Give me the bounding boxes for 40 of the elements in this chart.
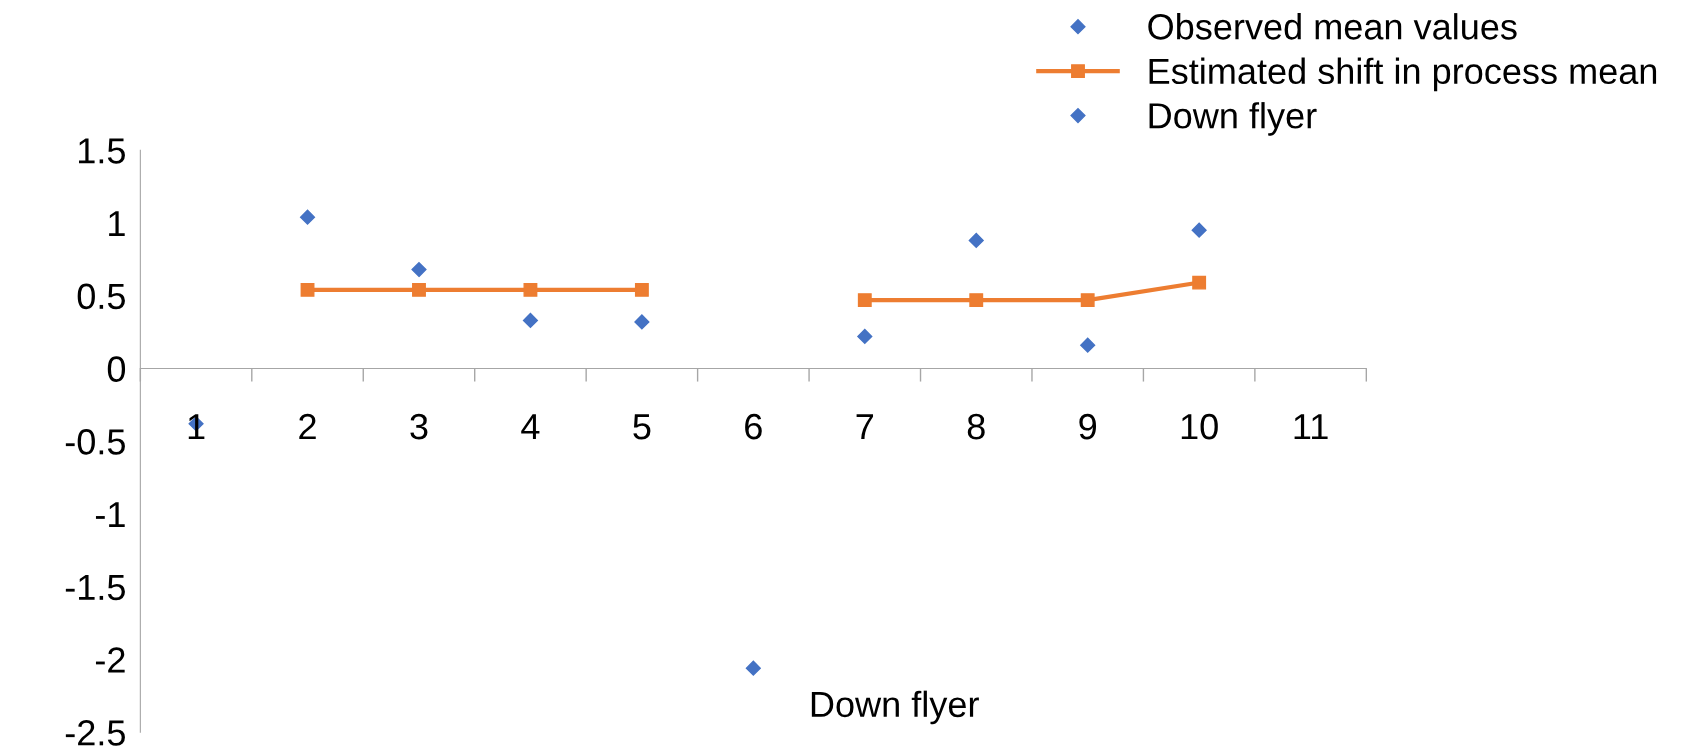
x-tick-label: 2 bbox=[299, 413, 316, 440]
point bbox=[857, 328, 873, 345]
x-tick-label: 9 bbox=[1079, 413, 1097, 440]
point bbox=[634, 282, 649, 297]
point bbox=[522, 312, 539, 329]
y-tick-label: 0.5 bbox=[77, 283, 125, 310]
x-tick-label: 8 bbox=[967, 413, 985, 440]
annotation: Down flyer bbox=[811, 690, 979, 725]
x-tick-label: 5 bbox=[633, 414, 651, 440]
x-tick-label: 7 bbox=[856, 414, 874, 440]
x-tick-label: 10 bbox=[1181, 413, 1218, 440]
y-tick-label: -1 bbox=[95, 502, 125, 528]
point bbox=[412, 282, 426, 297]
point bbox=[968, 232, 984, 248]
y-tick-label: -0.5 bbox=[65, 429, 125, 455]
point bbox=[969, 293, 984, 308]
point bbox=[299, 209, 316, 225]
point bbox=[745, 660, 761, 676]
point bbox=[634, 314, 650, 330]
x-tick-label: 3 bbox=[410, 413, 428, 440]
point bbox=[857, 293, 872, 308]
x-tick-label: 4 bbox=[521, 414, 540, 440]
point bbox=[411, 261, 427, 278]
point bbox=[1080, 337, 1096, 353]
x-tick-label: 6 bbox=[745, 413, 762, 440]
legend-label: Estimated shift in process mean bbox=[1149, 57, 1657, 92]
point bbox=[1192, 275, 1207, 290]
point bbox=[523, 282, 538, 297]
legend-label: Down flyer bbox=[1149, 102, 1317, 136]
point bbox=[1191, 222, 1207, 238]
point bbox=[300, 282, 315, 297]
y-tick-label: 1 bbox=[109, 211, 125, 237]
y-tick-label: 0 bbox=[107, 356, 126, 382]
y-tick-label: 1.5 bbox=[79, 138, 125, 164]
y-tick-label: -1.5 bbox=[65, 574, 125, 601]
y-tick-label: -2.5 bbox=[65, 720, 125, 746]
legend-label: Observed mean values bbox=[1148, 13, 1517, 40]
y-tick-label: -2 bbox=[95, 647, 125, 673]
x-tick-label: 11 bbox=[1294, 414, 1328, 440]
point bbox=[1080, 293, 1095, 308]
